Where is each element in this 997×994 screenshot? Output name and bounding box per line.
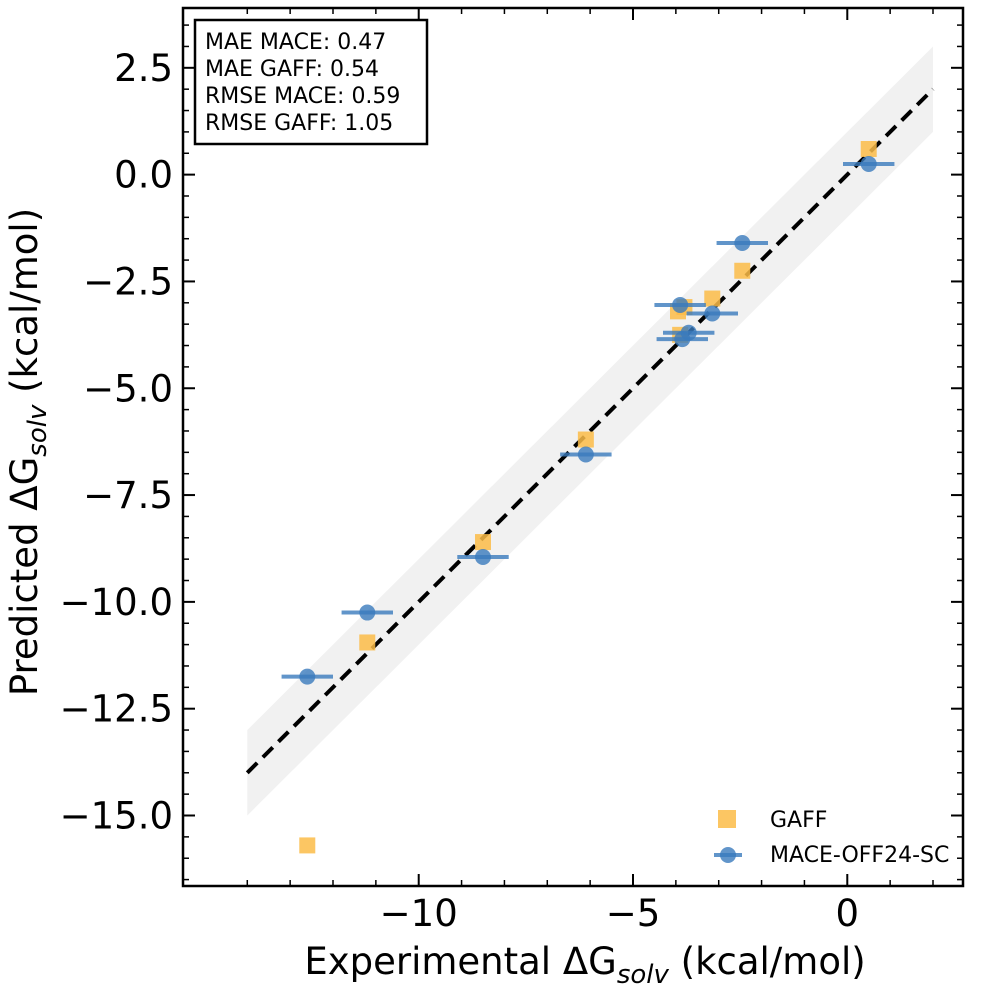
y-tick-label: −15.0 (60, 795, 173, 838)
mace-point (560, 446, 612, 463)
mace-marker (860, 155, 877, 172)
x-axis-label-main: Experimental ΔG (304, 940, 616, 983)
y-tick-label: −12.5 (60, 688, 173, 731)
gaff-point (577, 431, 594, 448)
x-axis-label-sub: solv (617, 960, 670, 990)
gaff-point (860, 140, 877, 157)
gaff-point (299, 837, 316, 854)
y-tick-label: −5.0 (83, 367, 173, 410)
legend-mace-marker (720, 847, 736, 863)
y-tick-label: −10.0 (60, 581, 173, 624)
y-tick-label: −2.5 (83, 260, 173, 303)
y-axis-label-main: Predicted ΔG (3, 457, 46, 696)
mace-marker (577, 446, 594, 463)
legend-gaff-marker (718, 810, 736, 828)
y-axis-label-sub: solv (23, 404, 53, 457)
legend: GAFF MACE-OFF24-SC (714, 808, 949, 868)
mace-point (341, 604, 393, 621)
legend-gaff-label: GAFF (770, 808, 827, 833)
x-tick-label: −5 (606, 892, 661, 935)
mace-point (716, 234, 768, 251)
mace-marker (674, 331, 691, 348)
stats-line-mae-mace: MAE MACE: 0.47 (205, 30, 386, 55)
mace-marker (734, 234, 751, 251)
axis-ticks: −10 −5 0 2.5 0.0 −2.5 −5.0 −7.5 −10.0 −12.5 −15.0 (60, 8, 963, 935)
mace-marker (359, 604, 376, 621)
gaff-point (704, 290, 721, 307)
mace-point (654, 296, 706, 313)
mace-marker (672, 296, 689, 313)
y-tick-label: 0.0 (114, 154, 173, 197)
mace-series (281, 155, 895, 685)
axes-frame (181, 6, 965, 888)
legend-mace-label: MACE-OFF24-SC (770, 843, 949, 868)
y-tick-label: −7.5 (83, 474, 173, 517)
mace-point (656, 331, 708, 348)
y-axis-label-unit: (kcal/mol) (3, 208, 46, 405)
mace-point (843, 155, 895, 172)
identity-line-layer (245, 87, 935, 775)
x-tick-label: 0 (836, 892, 860, 935)
gaff-point (359, 634, 376, 651)
mace-marker (299, 668, 316, 685)
x-axis-label-unit: (kcal/mol) (669, 940, 866, 983)
mace-marker (704, 305, 721, 322)
mace-marker (475, 549, 491, 566)
gaff-point (734, 262, 751, 279)
mace-point (281, 668, 333, 685)
stats-line-rmse-gaff: RMSE GAFF: 1.05 (205, 111, 393, 136)
y-tick-label: 2.5 (114, 47, 173, 90)
x-tick-label: −10 (380, 892, 458, 935)
stats-line-mae-gaff: MAE GAFF: 0.54 (205, 57, 379, 82)
x-axis-label: Experimental ΔGsolv (kcal/mol) (304, 940, 865, 990)
y-axis-label: Predicted ΔGsolv (kcal/mol) (3, 208, 53, 696)
mace-point (457, 549, 509, 566)
stats-line-rmse-mace: RMSE MACE: 0.59 (205, 84, 400, 109)
identity-line (245, 87, 935, 775)
gaff-point (475, 534, 491, 551)
mace-point (686, 305, 738, 322)
stats-box: MAE MACE: 0.47 MAE GAFF: 0.54 RMSE MACE:… (193, 18, 429, 146)
